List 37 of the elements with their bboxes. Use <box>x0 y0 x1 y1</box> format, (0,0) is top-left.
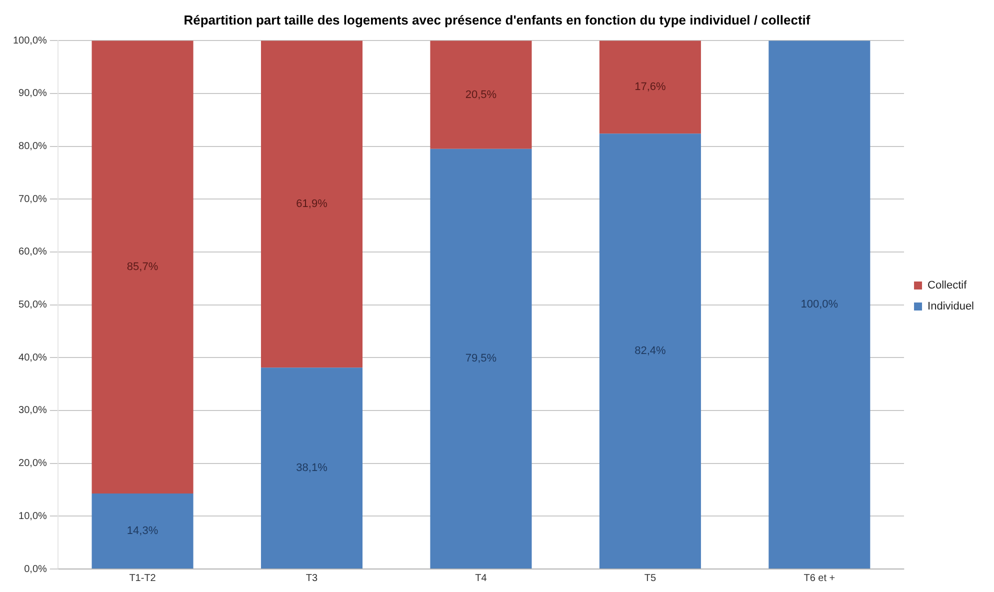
bar <box>92 40 194 494</box>
y-tick-label: 0,0% <box>24 564 48 575</box>
data-label: 20,5% <box>465 88 497 101</box>
y-tick-label: 60,0% <box>18 246 48 258</box>
data-label: 100,0% <box>800 298 838 311</box>
bar <box>430 148 532 568</box>
y-tick-label: 30,0% <box>18 405 48 416</box>
bar <box>599 134 701 568</box>
data-label: 82,4% <box>634 345 666 358</box>
data-label: 14,3% <box>126 525 158 537</box>
y-tick-label: 80,0% <box>18 141 48 152</box>
y-tick-label: 50,0% <box>18 300 48 311</box>
y-tick-label: 20,0% <box>18 458 48 470</box>
bar <box>260 368 363 568</box>
bar <box>260 40 363 368</box>
y-tick-label: 10,0% <box>18 510 48 522</box>
legend-label: Individuel <box>928 300 974 313</box>
x-tick-label: T1-T2 <box>129 572 156 584</box>
y-tick-label: 90,0% <box>18 88 48 100</box>
y-tick-label: 100,0% <box>12 35 48 46</box>
bar <box>768 40 870 568</box>
bar <box>430 40 532 149</box>
legend-label: Collectif <box>928 280 968 292</box>
y-tick-label: 70,0% <box>18 194 48 205</box>
x-tick-label: T5 <box>644 572 656 584</box>
data-label: 38,1% <box>296 462 328 474</box>
data-label: 79,5% <box>465 352 497 365</box>
bar <box>599 40 701 134</box>
x-tick-label: T3 <box>306 572 318 584</box>
data-label: 17,6% <box>634 81 666 94</box>
chart-title: Répartition part taille des logements avec présence d'enfants en fonction du type individuel / collectif <box>184 12 811 28</box>
y-tick-label: 40,0% <box>18 352 48 364</box>
x-tick-label: T6 et + <box>804 572 836 584</box>
x-tick-label: T4 <box>475 572 488 584</box>
bar <box>92 493 194 568</box>
data-label: 61,9% <box>296 198 328 210</box>
data-label: 85,7% <box>126 261 158 274</box>
